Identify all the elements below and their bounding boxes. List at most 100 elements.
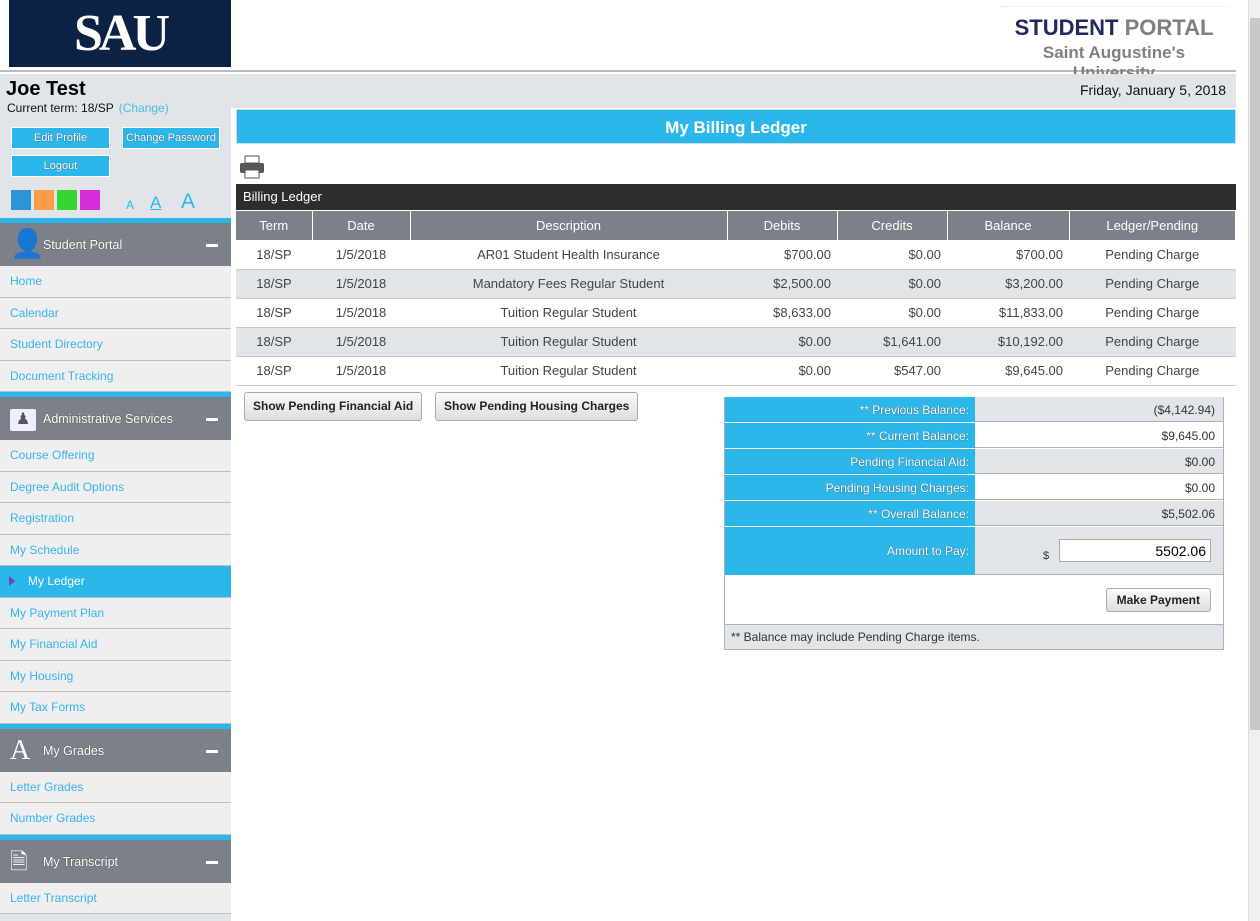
section-my-grades[interactable]: A My Grades xyxy=(0,723,231,772)
table-cell: 18/SP xyxy=(236,269,312,299)
nav-my-tax-forms[interactable]: My Tax Forms xyxy=(0,692,231,724)
summary-value: $0.00 xyxy=(975,449,1223,474)
amount-to-pay-input[interactable] xyxy=(1059,539,1211,562)
summary-label: ** Current Balance: xyxy=(725,423,975,448)
table-cell: $0.00 xyxy=(837,240,947,270)
nav-my-payment-plan[interactable]: My Payment Plan xyxy=(0,597,231,629)
nav-my-ledger[interactable]: My Ledger xyxy=(0,566,231,598)
col-debits: Debits xyxy=(727,211,838,240)
nav-student-directory[interactable]: Student Directory xyxy=(0,329,231,361)
table-cell: Pending Charge xyxy=(1069,356,1236,386)
col-term: Term xyxy=(236,211,313,240)
col-description: Description xyxy=(410,211,728,240)
show-pending-financial-aid-button[interactable]: Show Pending Financial Aid xyxy=(244,392,423,421)
print-icon[interactable] xyxy=(238,155,266,179)
letter-a-icon: A xyxy=(10,734,31,766)
brand-portal: PORTAL xyxy=(1124,15,1214,40)
table-cell: 18/SP xyxy=(236,240,312,270)
nav-registration[interactable]: Registration xyxy=(0,503,231,535)
col-balance: Balance xyxy=(947,211,1070,240)
col-credits: Credits xyxy=(837,211,948,240)
show-pending-housing-button[interactable]: Show Pending Housing Charges xyxy=(435,392,639,421)
collapse-icon[interactable] xyxy=(206,860,218,864)
table-cell: $0.00 xyxy=(837,269,947,299)
section-title: Administrative Services xyxy=(43,412,173,426)
table-cell: Pending Charge xyxy=(1069,269,1236,299)
table-cell: $2,500.00 xyxy=(727,269,837,299)
table-cell: $0.00 xyxy=(727,356,837,386)
collapse-icon[interactable] xyxy=(206,418,218,421)
table-row: 18/SP 1/5/2018 Tuition Regular Student $8,6… xyxy=(236,298,1236,328)
summary-label: Pending Financial Aid: xyxy=(725,449,975,474)
theme-blue-swatch[interactable] xyxy=(11,190,31,210)
make-payment-button[interactable]: Make Payment xyxy=(1105,588,1211,612)
nav-letter-transcript[interactable]: Letter Transcript xyxy=(0,882,231,914)
summary-row: ** Overall Balance: $5,502.06 xyxy=(725,501,1223,527)
font-medium-button[interactable]: A xyxy=(150,193,162,212)
sidebar: Joe Test Current term: 18/SP (Change) Edi… xyxy=(0,74,231,921)
summary-row: Pending Financial Aid: $0.00 xyxy=(725,449,1223,475)
nav-home[interactable]: Home xyxy=(0,266,231,298)
admin-folder-icon: ♟ xyxy=(10,409,36,431)
table-cell: 1/5/2018 xyxy=(312,327,410,357)
page-scrollbar[interactable] xyxy=(1248,0,1260,921)
nav-number-grades[interactable]: Number Grades xyxy=(0,803,231,835)
table-cell: $8,633.00 xyxy=(727,298,837,328)
change-term-link[interactable]: (Change) xyxy=(118,101,169,115)
table-cell: $0.00 xyxy=(727,327,837,357)
main-content: My Billing Ledger Billing Ledger Term Da… xyxy=(236,109,1236,921)
term-label: Current term: 18/SP xyxy=(7,101,114,115)
table-cell: 1/5/2018 xyxy=(312,298,410,328)
section-title: My Transcript xyxy=(43,854,119,869)
table-cell: 1/5/2018 xyxy=(312,356,410,386)
user-icon: 👤 xyxy=(10,229,45,260)
theme-green-swatch[interactable] xyxy=(57,190,77,210)
table-cell: Pending Charge xyxy=(1069,298,1236,328)
current-date: Friday, January 5, 2018 xyxy=(1079,82,1226,98)
page-title: My Billing Ledger xyxy=(236,109,1236,144)
section-title: Student Portal xyxy=(43,238,123,252)
table-cell: $11,833.00 xyxy=(947,298,1069,328)
amount-to-pay-row: Amount to Pay: $ xyxy=(725,527,1223,576)
summary-value: $5,502.06 xyxy=(975,501,1223,526)
table-row: 18/SP 1/5/2018 AR01 Student Health Insuran… xyxy=(236,240,1236,270)
ledger-table: Term Date Description Debits Credits Bal… xyxy=(236,211,1236,386)
table-cell: 1/5/2018 xyxy=(312,240,410,270)
table-cell: 18/SP xyxy=(236,356,312,386)
currency-symbol: $ xyxy=(1043,550,1050,562)
logout-button[interactable]: Logout xyxy=(11,155,110,177)
summary-value: ($4,142.94) xyxy=(975,397,1223,422)
section-my-transcript[interactable]: 🗎 My Transcript xyxy=(0,834,231,883)
table-cell: $10,192.00 xyxy=(947,327,1069,357)
nav-calendar[interactable]: Calendar xyxy=(0,297,231,329)
nav-document-tracking[interactable]: Document Tracking xyxy=(0,360,231,392)
font-large-button[interactable]: A xyxy=(181,190,196,213)
theme-orange-swatch[interactable] xyxy=(34,190,54,210)
nav-course-offering[interactable]: Course Offering xyxy=(0,440,231,472)
ledger-header: Billing Ledger xyxy=(236,184,1236,210)
table-cell: $9,645.00 xyxy=(947,356,1069,386)
section-title: My Grades xyxy=(43,743,105,758)
summary-row: Pending Housing Charges: $0.00 xyxy=(725,475,1223,501)
theme-magenta-swatch[interactable] xyxy=(80,190,100,210)
nav-my-financial-aid[interactable]: My Financial Aid xyxy=(0,629,231,661)
nav-degree-audit[interactable]: Degree Audit Options xyxy=(0,471,231,503)
change-password-button[interactable]: Change Password xyxy=(122,127,220,149)
font-small-button[interactable]: A xyxy=(126,198,135,212)
table-cell: Pending Charge xyxy=(1069,327,1236,357)
table-cell: $1,641.00 xyxy=(837,327,947,357)
section-student-portal[interactable]: 👤 Student Portal xyxy=(0,218,231,266)
collapse-icon[interactable] xyxy=(206,244,218,247)
edit-profile-button[interactable]: Edit Profile xyxy=(11,127,110,149)
nav-letter-grades[interactable]: Letter Grades xyxy=(0,771,231,803)
table-cell: Tuition Regular Student xyxy=(410,327,727,357)
collapse-icon[interactable] xyxy=(206,749,218,753)
nav-my-housing[interactable]: My Housing xyxy=(0,660,231,692)
table-cell: AR01 Student Health Insurance xyxy=(410,240,727,270)
scrollbar-thumb[interactable] xyxy=(1250,18,1260,730)
document-icon: 🗎 xyxy=(10,848,28,874)
university-logo[interactable]: SAU xyxy=(9,0,231,67)
nav-my-schedule[interactable]: My Schedule xyxy=(0,534,231,566)
table-cell: $700.00 xyxy=(947,240,1069,270)
section-administrative-services[interactable]: ♟ Administrative Services xyxy=(0,392,231,440)
